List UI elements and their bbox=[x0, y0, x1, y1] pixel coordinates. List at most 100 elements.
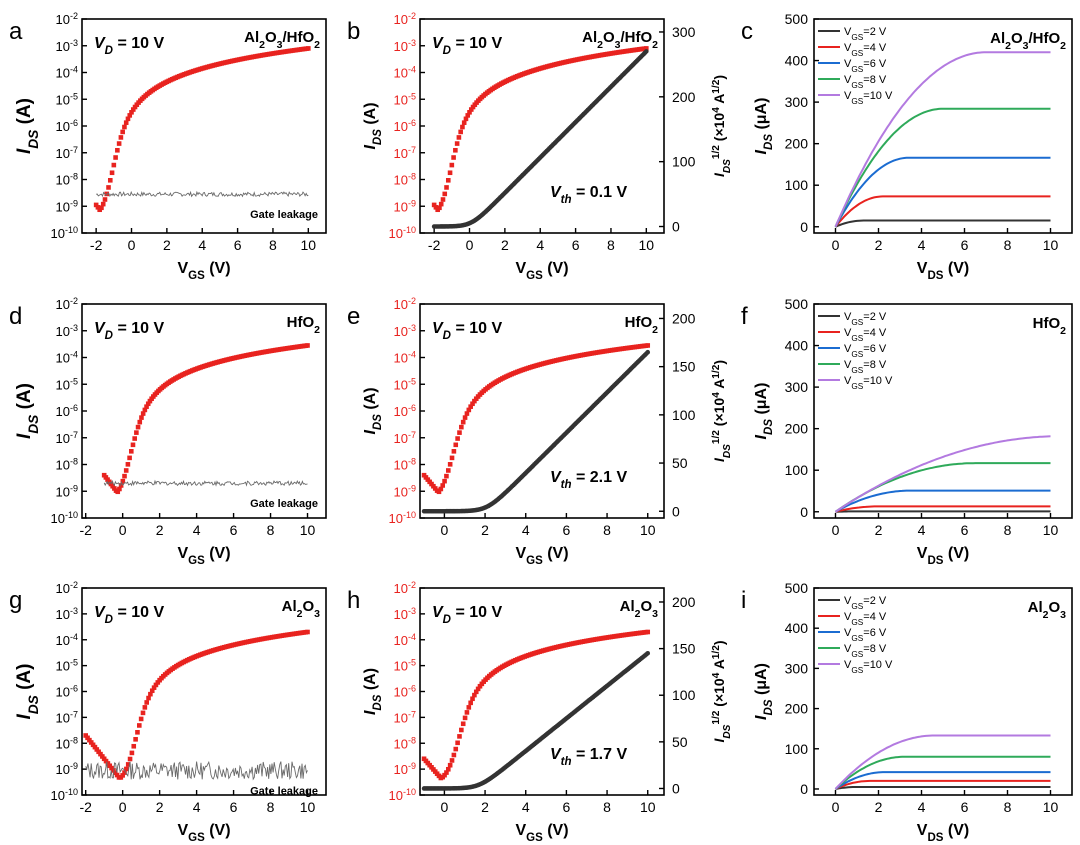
y-axis-label: IDS (A) bbox=[14, 98, 41, 154]
y-tick-label: 10-4 bbox=[56, 632, 78, 648]
transfer-point bbox=[124, 766, 129, 772]
y-tick-label: 10-6 bbox=[394, 403, 416, 419]
vd-note: VD = 10 V bbox=[432, 320, 502, 342]
transfer-point bbox=[144, 700, 149, 705]
x-tick-label: 8 bbox=[267, 522, 275, 538]
legend-entry: VGS=2 V bbox=[844, 26, 887, 42]
transfer-point bbox=[146, 695, 151, 701]
output-curve-vgs-4 bbox=[834, 195, 1051, 228]
transfer-point bbox=[151, 685, 157, 690]
transfer-point bbox=[133, 737, 138, 742]
x-axis-label: VGS (V) bbox=[515, 545, 568, 567]
y-tick-label: 500 bbox=[785, 11, 809, 27]
y-tick-label: 10-3 bbox=[394, 38, 416, 54]
x-tick-label: 0 bbox=[119, 522, 127, 538]
legend-entry: VGS=2 V bbox=[844, 595, 887, 611]
x-axis-label: VDS (V) bbox=[917, 822, 969, 844]
y-tick-label: 10-6 bbox=[56, 684, 78, 700]
transfer-point bbox=[87, 737, 92, 743]
output-curve-vgs-8 bbox=[834, 107, 1051, 228]
x-tick-label: 8 bbox=[603, 522, 611, 538]
transfer-point bbox=[462, 415, 468, 420]
x-tick-label: 6 bbox=[234, 237, 242, 253]
transfer-point bbox=[125, 762, 131, 767]
transfer-point bbox=[475, 686, 481, 692]
y-axis-label: IDS (A) bbox=[362, 668, 384, 715]
y-tick-label: 10-8 bbox=[394, 457, 416, 473]
x-tick-label: 6 bbox=[961, 799, 969, 815]
x-tick-label: 10 bbox=[300, 799, 316, 815]
transfer-point bbox=[467, 110, 472, 115]
x-tick-label: 0 bbox=[832, 237, 840, 253]
x-tick-label: 10 bbox=[640, 522, 656, 538]
y-tick-label: 10-7 bbox=[56, 430, 78, 446]
x-tick-label: 8 bbox=[269, 237, 277, 253]
legend-entry: VGS=2 V bbox=[844, 311, 887, 327]
y-tick-label: 0 bbox=[800, 219, 808, 235]
y2-tick-label: 0 bbox=[672, 503, 680, 519]
x-tick-label: 4 bbox=[536, 237, 544, 253]
y-tick-label: 10-8 bbox=[394, 735, 416, 751]
vth-note: Vth = 2.1 V bbox=[550, 469, 627, 491]
panel-title: HfO2 bbox=[625, 314, 659, 336]
transfer-point bbox=[436, 489, 442, 495]
gate-leakage-label: Gate leakage bbox=[250, 209, 318, 221]
panel-label: b bbox=[347, 18, 360, 45]
transfer-point bbox=[142, 705, 148, 710]
gate-leakage-line bbox=[85, 760, 308, 781]
gate-leakage-label: Gate leakage bbox=[250, 498, 318, 510]
transfer-point bbox=[131, 743, 137, 749]
transfer-point bbox=[125, 116, 131, 122]
y-axis-label: IDS (A) bbox=[14, 383, 41, 439]
x-axis-label: VGS (V) bbox=[177, 545, 230, 567]
y-tick-label: 200 bbox=[785, 701, 809, 717]
transfer-point bbox=[98, 751, 103, 757]
output-curve-vgs-6 bbox=[835, 489, 1051, 513]
transfer-point bbox=[466, 407, 472, 413]
transfer-point bbox=[118, 135, 124, 140]
x-tick-label: 0 bbox=[832, 799, 840, 815]
y-tick-label: 10-2 bbox=[394, 580, 416, 596]
panel-i: i 0 2 4 6 8 10 VDS (V) 0 100 200 300 400 500 IDS (μA) A… bbox=[741, 580, 1073, 844]
x-tick-label: 0 bbox=[441, 522, 449, 538]
output-curve-vgs-8 bbox=[834, 462, 1051, 513]
transfer-point bbox=[127, 113, 133, 118]
transfer-point bbox=[459, 727, 464, 733]
y2-tick-label: 200 bbox=[672, 310, 696, 326]
panel-label: a bbox=[9, 18, 23, 45]
x-tick-label: 10 bbox=[1043, 237, 1059, 253]
x-tick-label: 8 bbox=[607, 237, 615, 253]
y2-tick-label: 150 bbox=[672, 359, 696, 375]
y-tick-label: 10-3 bbox=[56, 606, 78, 622]
output-curve-vgs-10 bbox=[834, 51, 1051, 228]
transfer-point bbox=[444, 770, 449, 775]
transfer-point bbox=[106, 185, 111, 190]
transfer-point bbox=[107, 763, 113, 769]
transfer-point bbox=[462, 715, 468, 721]
output-curve-vgs-10 bbox=[834, 734, 1051, 790]
y-tick-label: 300 bbox=[785, 94, 809, 110]
y-tick-label: 10-2 bbox=[56, 296, 78, 312]
transfer-point bbox=[460, 419, 466, 425]
transfer-point bbox=[122, 473, 127, 479]
transfer-point bbox=[135, 424, 141, 430]
x-tick-label: -2 bbox=[79, 522, 92, 538]
gate-leakage-line bbox=[95, 190, 309, 198]
x-tick-label: 6 bbox=[230, 522, 238, 538]
transfer-point bbox=[440, 197, 446, 202]
x-tick-label: 2 bbox=[875, 522, 883, 538]
transfer-point bbox=[464, 411, 470, 416]
x-tick-label: 4 bbox=[522, 522, 530, 538]
transfer-point bbox=[120, 773, 125, 778]
x-tick-label: 4 bbox=[918, 522, 926, 538]
x-tick-label: 10 bbox=[300, 522, 316, 538]
legend-entry: VGS=10 V bbox=[844, 659, 893, 675]
transfer-point bbox=[114, 772, 120, 778]
y-tick-label: 10-9 bbox=[56, 198, 78, 214]
y-tick-label: 10-7 bbox=[56, 145, 78, 161]
panel-c: c 0 2 4 6 8 10 VDS (V) 0 100 200 300 400 500 IDS (μA) A… bbox=[741, 11, 1073, 282]
y-tick-label: 10-3 bbox=[394, 323, 416, 339]
legend-entry: VGS=4 V bbox=[844, 42, 887, 58]
transfer-point bbox=[147, 398, 153, 404]
legend-entry: VGS=6 V bbox=[844, 627, 887, 643]
